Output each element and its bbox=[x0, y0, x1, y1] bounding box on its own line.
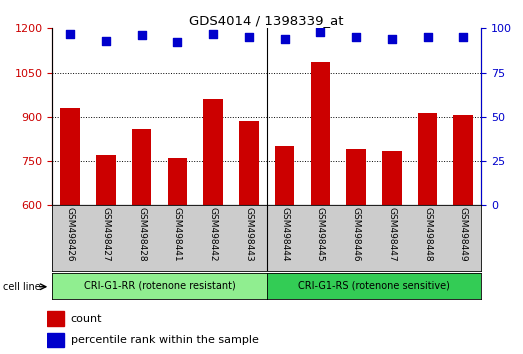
Text: GSM498427: GSM498427 bbox=[101, 207, 110, 262]
Text: GSM498443: GSM498443 bbox=[244, 207, 253, 262]
Point bbox=[209, 31, 217, 36]
Text: GSM498444: GSM498444 bbox=[280, 207, 289, 262]
Text: CRI-G1-RR (rotenone resistant): CRI-G1-RR (rotenone resistant) bbox=[84, 281, 235, 291]
Bar bbox=[47, 333, 64, 347]
Bar bbox=[382, 152, 402, 205]
Bar bbox=[60, 108, 80, 205]
Point bbox=[101, 38, 110, 44]
Bar bbox=[167, 158, 187, 205]
Point bbox=[388, 36, 396, 42]
Point bbox=[66, 31, 74, 36]
Text: CRI-G1-RS (rotenone sensitive): CRI-G1-RS (rotenone sensitive) bbox=[298, 281, 450, 291]
Text: GSM498426: GSM498426 bbox=[66, 207, 75, 262]
Bar bbox=[346, 149, 366, 205]
Bar bbox=[275, 146, 294, 205]
Text: GSM498446: GSM498446 bbox=[351, 207, 360, 262]
Point bbox=[245, 34, 253, 40]
Bar bbox=[239, 121, 259, 205]
Text: cell line: cell line bbox=[3, 282, 40, 292]
Point bbox=[459, 34, 468, 40]
Text: GSM498449: GSM498449 bbox=[459, 207, 468, 262]
Bar bbox=[203, 99, 223, 205]
Text: GSM498447: GSM498447 bbox=[388, 207, 396, 262]
Text: GSM498428: GSM498428 bbox=[137, 207, 146, 262]
Bar bbox=[96, 155, 116, 205]
Point bbox=[423, 34, 431, 40]
Point bbox=[280, 36, 289, 42]
Text: GSM498445: GSM498445 bbox=[316, 207, 325, 262]
Bar bbox=[47, 312, 64, 326]
Bar bbox=[132, 129, 152, 205]
Text: GSM498441: GSM498441 bbox=[173, 207, 182, 262]
Point bbox=[316, 29, 324, 35]
Text: count: count bbox=[71, 314, 102, 324]
Title: GDS4014 / 1398339_at: GDS4014 / 1398339_at bbox=[189, 14, 344, 27]
Text: GSM498448: GSM498448 bbox=[423, 207, 432, 262]
Text: percentile rank within the sample: percentile rank within the sample bbox=[71, 335, 258, 345]
Bar bbox=[311, 62, 330, 205]
Text: GSM498442: GSM498442 bbox=[209, 207, 218, 262]
Point bbox=[138, 33, 146, 38]
Point bbox=[173, 40, 181, 45]
Bar bbox=[418, 113, 437, 205]
Point bbox=[352, 34, 360, 40]
Bar bbox=[453, 115, 473, 205]
